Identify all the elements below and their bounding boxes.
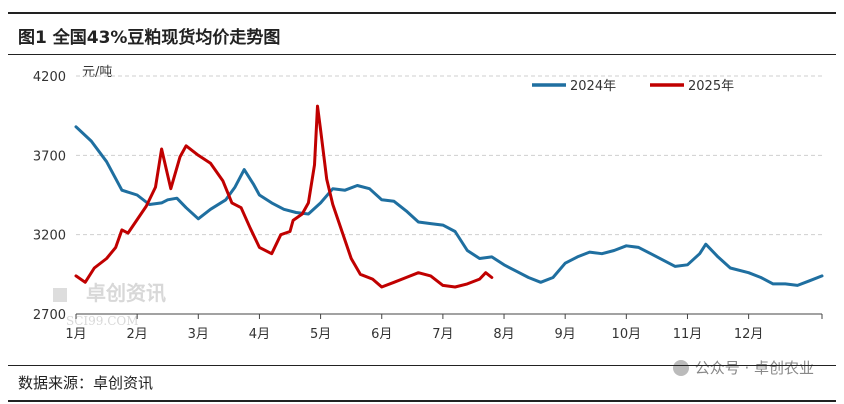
chart-title: 图1 全国43%豆粕现货均价走势图	[18, 28, 281, 48]
series-line-2025年	[74, 104, 494, 289]
footer: 数据来源：卓创资讯	[8, 365, 836, 402]
data-source: 数据来源：卓创资讯	[18, 374, 154, 392]
legend: 2024年 2025年	[532, 79, 734, 94]
title-bar: 图1 全国43%豆粕现货均价走势图	[8, 12, 836, 55]
x-tick-label: 2月	[127, 327, 148, 342]
series-lines	[74, 104, 824, 289]
y-tick-label: 3700	[33, 149, 66, 164]
wechat-watermark: 公众号 · 卓创农业	[672, 357, 814, 378]
y-axis: 2700 3200 3700 4200	[33, 70, 66, 323]
x-tick-label: 9月	[555, 327, 576, 342]
x-tick-label: 1月	[65, 327, 86, 342]
legend-label: 2024年	[570, 79, 616, 94]
watermark-logo-sub: SCI99.COM	[66, 314, 139, 328]
line-chart: 卓创资讯 SCI99.COM 元/吨 2700 3200 3700 4200 1月 2月…	[33, 65, 824, 342]
x-tick-label: 3月	[188, 327, 209, 342]
wechat-icon	[672, 359, 689, 376]
y-tick-label: 2700	[33, 308, 66, 323]
x-axis: 1月 2月 3月 4月 5月 6月 7月 8月 9月 10月 11月 12月	[65, 313, 823, 342]
x-tick-label: 10月	[612, 327, 642, 342]
x-tick-label: 8月	[493, 327, 514, 342]
x-tick-label: 7月	[432, 327, 453, 342]
watermark-logo: 卓创资讯	[86, 281, 166, 305]
wechat-watermark-text: 公众号 · 卓创农业	[694, 359, 814, 377]
x-tick-label: 11月	[673, 327, 703, 342]
series-line-2024年	[74, 125, 824, 287]
y-unit-label: 元/吨	[82, 65, 112, 80]
watermark-logo-mark	[53, 288, 67, 302]
x-tick-label: 5月	[310, 327, 331, 342]
y-tick-label: 3200	[33, 229, 66, 244]
legend-label: 2025年	[688, 79, 734, 94]
x-tick-label: 12月	[734, 327, 764, 342]
x-tick-label: 4月	[249, 327, 270, 342]
grid	[76, 75, 822, 236]
x-tick-label: 6月	[371, 327, 392, 342]
y-tick-label: 4200	[33, 70, 66, 85]
